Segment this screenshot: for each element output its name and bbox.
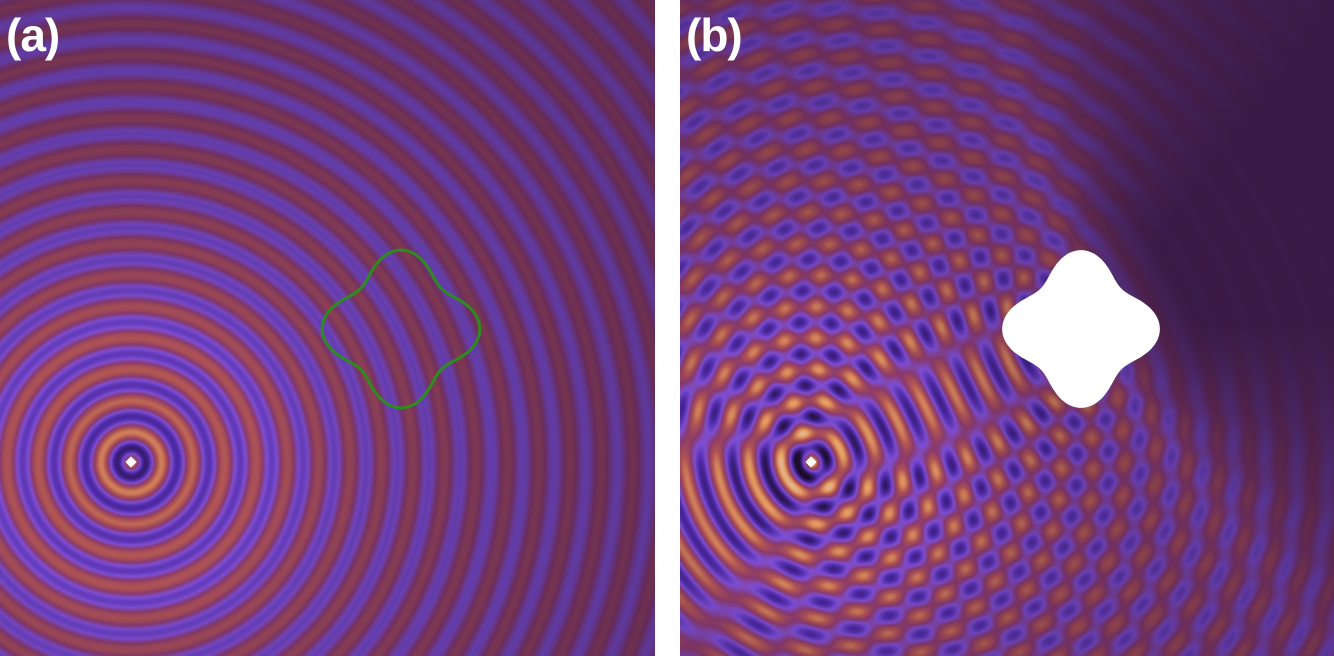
panel-label-b: (b) <box>686 9 743 61</box>
panel-a-incident-field: (a) <box>0 0 655 656</box>
panel-b-overlay <box>805 250 1160 468</box>
incident-wave-field <box>0 0 655 656</box>
panel-a-overlay <box>125 248 482 468</box>
point-source-marker <box>805 456 817 468</box>
scatterer-obstacle <box>1002 250 1160 408</box>
scatterer-outline <box>320 248 482 410</box>
panel-b-total-field: (b) <box>680 0 1334 656</box>
point-source-marker <box>125 456 137 468</box>
panel-label-a: (a) <box>6 9 60 61</box>
